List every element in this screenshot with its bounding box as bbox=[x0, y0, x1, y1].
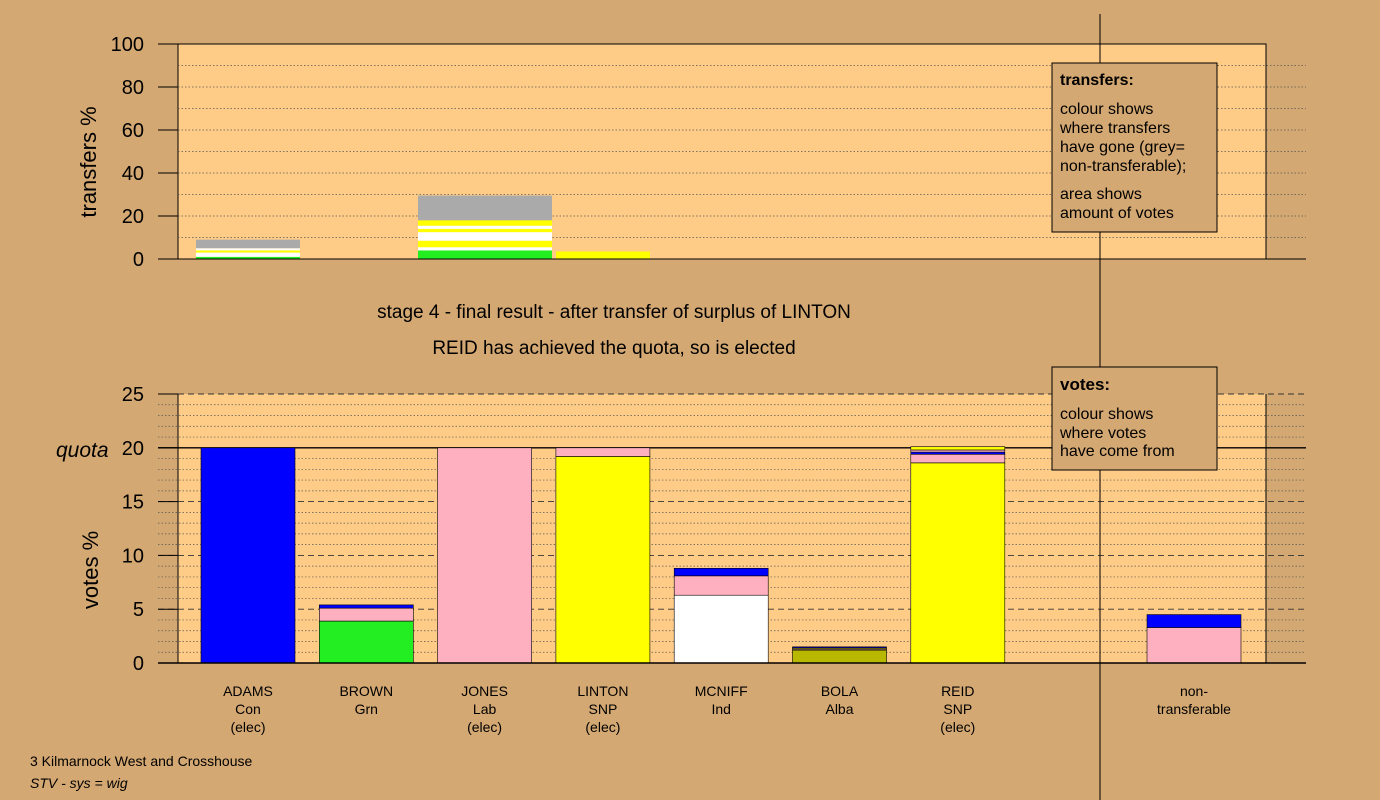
transfers-legend-line: non-transferable); bbox=[1060, 158, 1186, 175]
transfer-segment bbox=[556, 251, 650, 259]
candidate-label: Lab bbox=[473, 701, 497, 717]
candidate-label: Con bbox=[235, 701, 261, 717]
election-status-text: REID has achieved the quota, so is elect… bbox=[432, 338, 795, 359]
transfer-segment bbox=[196, 250, 300, 253]
candidate-label: Ind bbox=[711, 701, 730, 717]
candidate-label: BOLA bbox=[821, 683, 859, 699]
transfers-legend-line: colour shows bbox=[1060, 101, 1153, 118]
transfers-bars bbox=[196, 195, 650, 259]
votes-legend-line: colour shows bbox=[1060, 406, 1153, 423]
candidate-label: MCNIFF bbox=[695, 683, 748, 699]
ward-name: 3 Kilmarnock West and Crosshouse bbox=[30, 753, 252, 769]
transfer-segment bbox=[196, 252, 300, 257]
transfer-segment bbox=[196, 248, 300, 251]
votes-y-axis-label: votes % bbox=[78, 531, 103, 609]
votes-panel: 0 5 10 15 20 25 ADAMS Con (elec) BROWN Grn JONES La… bbox=[56, 384, 1306, 735]
vote-segment bbox=[673, 575, 769, 596]
transfer-segment bbox=[418, 240, 552, 248]
vote-segment bbox=[200, 447, 296, 664]
votes-y-tick-label: 20 bbox=[122, 438, 144, 460]
candidate-label: SNP bbox=[943, 701, 972, 717]
transfers-y-tick-label: 20 bbox=[122, 206, 144, 228]
transfers-y-tick-label: 100 bbox=[111, 34, 144, 56]
vote-segment bbox=[910, 449, 1006, 453]
transfers-legend-title: transfers: bbox=[1060, 72, 1134, 89]
transfers-y-tick-label: 80 bbox=[122, 77, 144, 99]
candidate-label: REID bbox=[941, 683, 974, 699]
candidate-label: LINTON bbox=[577, 683, 628, 699]
vote-segment bbox=[318, 604, 414, 609]
votes-legend: votes: colour shows where votes have com… bbox=[1051, 366, 1218, 471]
candidate-label: SNP bbox=[589, 701, 618, 717]
votes-legend-line: have come from bbox=[1060, 443, 1175, 460]
candidate-label: (elec) bbox=[230, 719, 265, 735]
transfer-segment bbox=[418, 225, 552, 229]
candidate-label: Grn bbox=[355, 701, 378, 717]
votes-y-tick-label: 10 bbox=[122, 545, 144, 567]
vote-segment bbox=[1146, 614, 1242, 628]
votes-y-ticks: 0 5 10 15 20 25 bbox=[122, 384, 1306, 675]
transfer-segment bbox=[196, 256, 300, 259]
vote-segment bbox=[910, 453, 1006, 464]
quota-label: quota bbox=[56, 439, 109, 462]
transfers-legend-line: have gone (grey= bbox=[1060, 139, 1185, 156]
votes-y-tick-label: 25 bbox=[122, 384, 144, 406]
transfer-segment bbox=[418, 195, 552, 221]
vote-segment bbox=[555, 447, 651, 457]
transfers-y-tick-label: 60 bbox=[122, 120, 144, 142]
vote-segment bbox=[318, 620, 414, 664]
vote-segment bbox=[910, 451, 1006, 455]
votes-y-tick-label: 0 bbox=[133, 653, 144, 675]
transfer-segment bbox=[418, 247, 552, 251]
transfers-legend: transfers: colour shows where transfers … bbox=[1051, 62, 1218, 233]
candidate-label: Alba bbox=[825, 701, 853, 717]
vote-segment bbox=[1146, 627, 1242, 664]
transfers-y-tick-label: 0 bbox=[133, 249, 144, 271]
stage-headline: stage 4 - final result - after transfer … bbox=[377, 302, 851, 323]
votes-bars bbox=[200, 446, 1242, 664]
candidate-label: JONES bbox=[461, 683, 508, 699]
votes-legend-line: where votes bbox=[1059, 425, 1146, 442]
system-note: STV - sys = wig bbox=[30, 775, 128, 791]
votes-x-labels: ADAMS Con (elec) BROWN Grn JONES Lab (elec) LINT… bbox=[223, 683, 1231, 735]
transfers-legend-line: where transfers bbox=[1059, 120, 1170, 137]
transfer-segment bbox=[418, 232, 552, 241]
transfer-segment bbox=[418, 228, 552, 233]
vote-segment bbox=[910, 462, 1006, 664]
transfers-y-ticks: 0 20 40 60 80 100 bbox=[111, 34, 1306, 271]
candidate-label: non- bbox=[1180, 683, 1208, 699]
candidate-label: (elec) bbox=[585, 719, 620, 735]
candidate-label: BROWN bbox=[339, 683, 393, 699]
vote-segment bbox=[437, 447, 532, 664]
candidate-label: (elec) bbox=[467, 719, 502, 735]
votes-y-tick-label: 5 bbox=[133, 599, 144, 621]
transfer-segment bbox=[418, 220, 552, 226]
transfers-legend-line: area shows bbox=[1060, 186, 1142, 203]
votes-legend-title: votes: bbox=[1060, 375, 1110, 394]
transfers-y-tick-label: 40 bbox=[122, 163, 144, 185]
candidate-label: (elec) bbox=[940, 719, 975, 735]
candidate-label: transferable bbox=[1157, 701, 1231, 717]
vote-segment bbox=[318, 607, 414, 622]
vote-segment bbox=[673, 594, 769, 664]
vote-segment bbox=[792, 646, 887, 649]
transfer-segment bbox=[196, 239, 300, 249]
vote-segment bbox=[792, 649, 887, 664]
votes-y-tick-label: 15 bbox=[122, 492, 144, 514]
transfers-y-axis-label: transfers % bbox=[76, 106, 101, 217]
candidate-label: ADAMS bbox=[223, 683, 273, 699]
vote-segment bbox=[555, 456, 651, 664]
transfers-gridlines bbox=[178, 65, 1306, 238]
vote-segment bbox=[673, 568, 769, 577]
transfer-segment bbox=[418, 250, 552, 259]
vote-segment bbox=[910, 446, 1006, 451]
transfers-legend-line: amount of votes bbox=[1060, 205, 1174, 222]
